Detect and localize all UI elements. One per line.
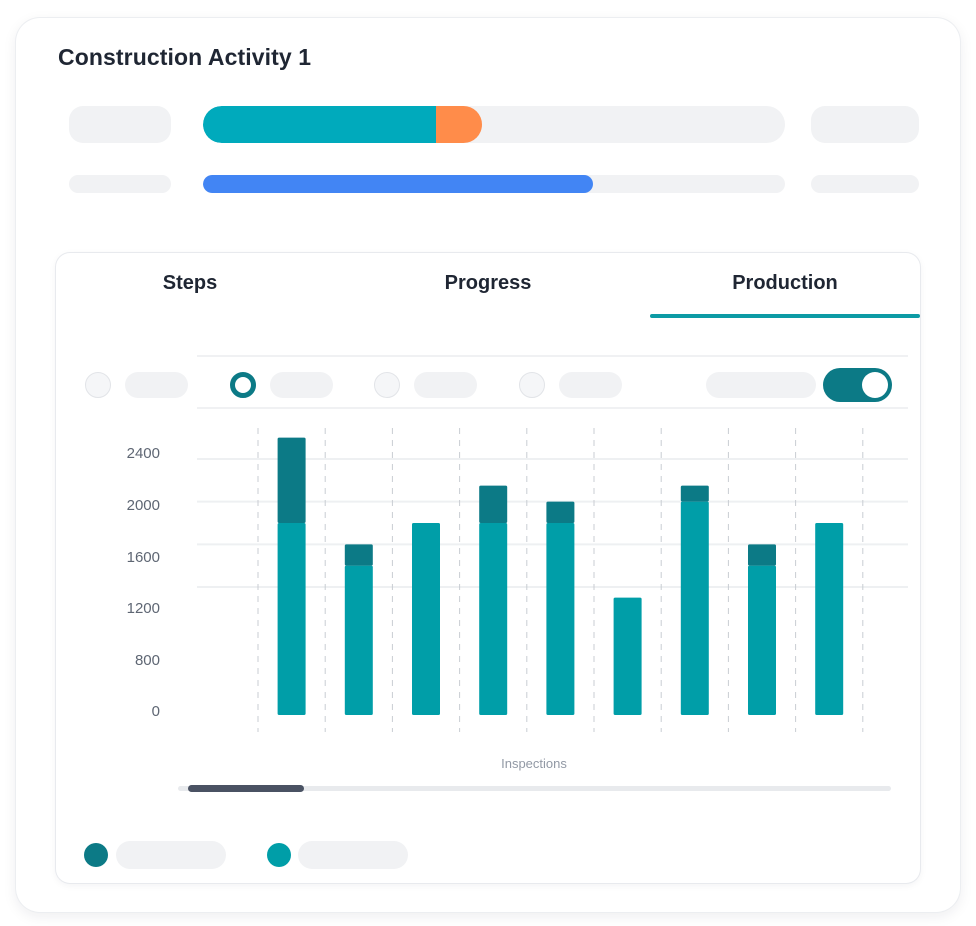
tab-steps[interactable]: Steps	[162, 272, 218, 294]
filter-radio-selected[interactable]	[230, 372, 256, 398]
legend-label-placeholder	[298, 841, 408, 869]
scrollbar-thumb[interactable]	[188, 785, 304, 792]
activity-progress-bar	[203, 106, 785, 143]
filter-label-placeholder	[270, 372, 333, 398]
legend-swatch	[84, 843, 108, 867]
legend-label-placeholder	[116, 841, 226, 869]
filter-radio[interactable]	[374, 372, 400, 398]
active-tab-indicator	[650, 314, 920, 318]
label-placeholder	[69, 175, 171, 193]
bar-base-segment[interactable]	[680, 501, 709, 715]
y-tick-label: 800	[134, 652, 160, 669]
filter-label-placeholder	[414, 372, 477, 398]
x-axis-label: Inspections	[501, 756, 567, 771]
y-tick-label: 1600	[126, 549, 160, 566]
completed-segment	[203, 106, 436, 143]
bar-base-segment[interactable]	[344, 565, 373, 715]
bar-base-segment[interactable]	[479, 523, 508, 715]
tab-production[interactable]: Production	[732, 272, 838, 294]
bar-top-segment[interactable]	[344, 544, 373, 566]
value-placeholder	[811, 175, 919, 193]
secondary-progress-bar	[203, 175, 785, 193]
filter-label-placeholder	[559, 372, 622, 398]
in-progress-segment	[435, 106, 483, 143]
chart-scrollbar[interactable]	[178, 785, 891, 792]
divider	[197, 407, 908, 409]
bar-base-segment[interactable]	[815, 523, 844, 715]
value-placeholder	[811, 106, 919, 143]
secondary-progress-fill	[203, 175, 593, 193]
bar-base-segment[interactable]	[412, 523, 440, 715]
y-tick-label: 2000	[126, 497, 160, 514]
bar-base-segment[interactable]	[748, 565, 776, 715]
filter-radio[interactable]	[519, 372, 545, 398]
y-tick-label: 0	[151, 703, 160, 720]
tab-progress[interactable]: Progress	[444, 272, 532, 294]
divider	[197, 355, 908, 357]
filter-radio[interactable]	[85, 372, 111, 398]
toggle-label-placeholder	[706, 372, 816, 398]
legend-swatch	[267, 843, 291, 867]
bar-top-segment[interactable]	[748, 544, 776, 566]
bar-base-segment[interactable]	[613, 597, 642, 715]
label-placeholder	[69, 106, 171, 143]
bar-top-segment[interactable]	[546, 501, 575, 523]
bar-base-segment[interactable]	[546, 523, 575, 715]
page-title: Construction Activity 1	[58, 44, 312, 70]
toggle-knob	[862, 372, 888, 398]
filter-label-placeholder	[125, 372, 188, 398]
bar-top-segment[interactable]	[680, 485, 709, 502]
y-tick-label: 1200	[126, 600, 160, 617]
bar-top-segment[interactable]	[277, 437, 306, 523]
bar-base-segment[interactable]	[277, 523, 306, 715]
bar-top-segment[interactable]	[479, 485, 508, 523]
y-tick-label: 2400	[126, 445, 160, 462]
view-toggle[interactable]	[823, 368, 892, 402]
